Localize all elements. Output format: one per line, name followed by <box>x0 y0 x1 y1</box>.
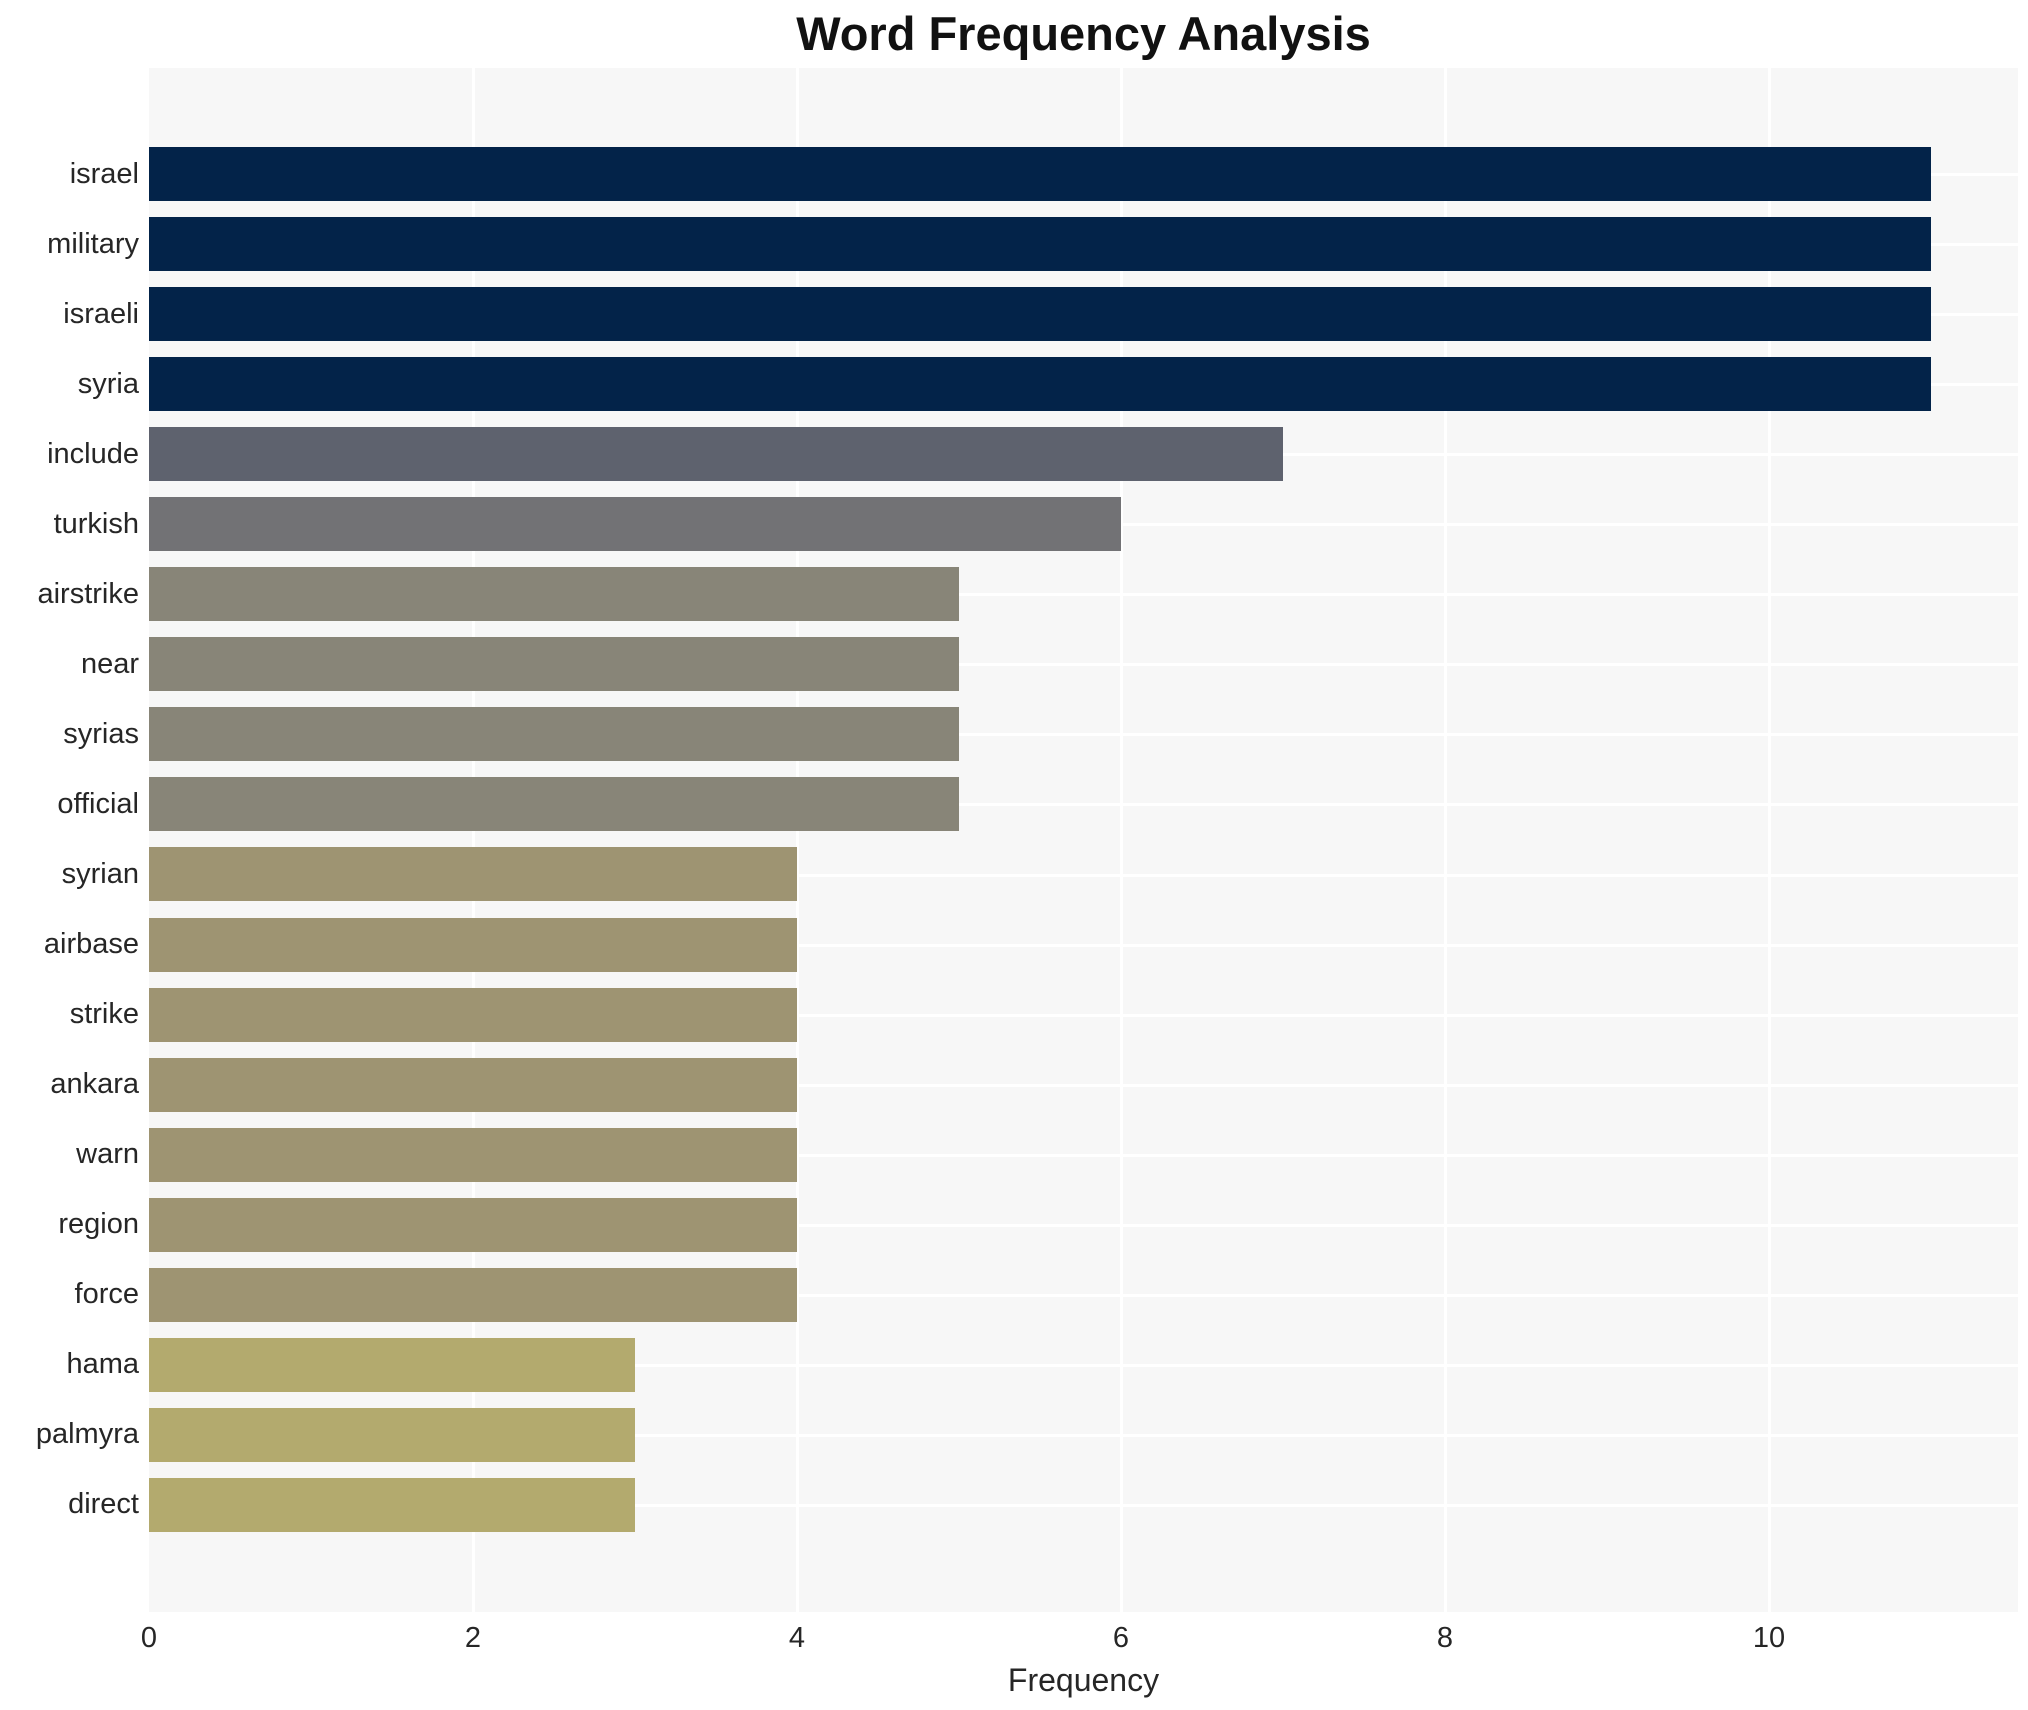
category-label: force <box>74 1278 139 1311</box>
category-label: syrias <box>63 717 139 750</box>
category-label: palmyra <box>35 1418 139 1451</box>
category-label: syria <box>77 367 139 400</box>
bar-row <box>149 1050 2018 1120</box>
bar-israel <box>149 147 1931 202</box>
bar-turkish <box>149 497 1121 552</box>
category-label: israeli <box>63 297 139 330</box>
y-axis-labels: israel military israeli syria include turkish… <box>0 139 139 1540</box>
bar-syria <box>149 357 1931 412</box>
bar-row <box>149 1400 2018 1470</box>
bar-force <box>149 1267 797 1322</box>
bar-syrias <box>149 707 959 762</box>
vertical-gridline <box>472 68 475 1612</box>
plot-area <box>149 68 2018 1612</box>
category-label: region <box>58 1208 139 1241</box>
bar-row <box>149 279 2018 349</box>
x-tick-label: 4 <box>788 1622 806 1654</box>
bar-airstrike <box>149 567 959 622</box>
bar-syrian <box>149 847 797 902</box>
horizontal-gridline <box>149 1153 2018 1157</box>
category-label: syrian <box>61 857 139 890</box>
horizontal-gridline <box>149 1433 2018 1437</box>
bar-official <box>149 777 959 832</box>
horizontal-gridline <box>149 1363 2018 1367</box>
bar-row <box>149 559 2018 629</box>
bar-row <box>149 1260 2018 1330</box>
x-tick-label: 6 <box>1112 1622 1130 1654</box>
bar-row <box>149 769 2018 839</box>
bar-row <box>149 1190 2018 1260</box>
bar-row <box>149 699 2018 769</box>
horizontal-gridline <box>149 663 2018 667</box>
horizontal-gridline <box>149 1013 2018 1017</box>
bar-warn <box>149 1127 797 1182</box>
horizontal-gridline <box>149 943 2018 947</box>
chart-title: Word Frequency Analysis <box>796 7 1371 60</box>
category-label: near <box>80 647 139 680</box>
x-tick-label: 0 <box>140 1622 158 1654</box>
category-label: ankara <box>50 1068 139 1101</box>
bar-palmyra <box>149 1407 635 1462</box>
x-tick-label: 10 <box>1752 1622 1786 1654</box>
horizontal-gridline <box>149 1223 2018 1227</box>
category-label: airstrike <box>37 577 139 610</box>
bar-row <box>149 419 2018 489</box>
bar-row <box>149 1120 2018 1190</box>
category-label: military <box>47 227 139 260</box>
bar-row <box>149 349 2018 419</box>
horizontal-gridline <box>149 1293 2018 1297</box>
category-label: hama <box>66 1348 139 1381</box>
category-label: official <box>57 787 139 820</box>
bar-region <box>149 1197 797 1252</box>
horizontal-gridline <box>149 803 2018 807</box>
bar-row <box>149 489 2018 559</box>
bar-airbase <box>149 917 797 972</box>
bar-direct <box>149 1477 635 1532</box>
bar-row <box>149 1330 2018 1400</box>
category-label: strike <box>69 998 139 1031</box>
category-label: warn <box>76 1138 139 1171</box>
bar-near <box>149 637 959 692</box>
bar-row <box>149 209 2018 279</box>
bar-ankara <box>149 1057 797 1112</box>
bar-row <box>149 980 2018 1050</box>
bar-military <box>149 217 1931 272</box>
bar-israeli <box>149 287 1931 342</box>
category-label: direct <box>68 1488 139 1521</box>
bar-row <box>149 839 2018 909</box>
bar-row <box>149 910 2018 980</box>
category-label: israel <box>69 157 139 190</box>
vertical-gridline <box>1120 68 1123 1612</box>
x-tick-label: 8 <box>1436 1622 1454 1654</box>
horizontal-gridline <box>149 733 2018 737</box>
vertical-gridline <box>1444 68 1447 1612</box>
bar-include <box>149 427 1283 482</box>
x-tick-label: 2 <box>464 1622 482 1654</box>
horizontal-gridline <box>149 593 2018 597</box>
category-label: turkish <box>53 507 139 540</box>
horizontal-gridline <box>149 873 2018 877</box>
bars-container <box>149 139 2018 1540</box>
bar-strike <box>149 987 797 1042</box>
bar-hama <box>149 1337 635 1392</box>
x-axis-title: Frequency <box>1007 1662 1160 1698</box>
category-label: include <box>47 437 139 470</box>
category-label: airbase <box>43 928 139 961</box>
horizontal-gridline <box>149 1503 2018 1507</box>
vertical-gridline <box>1768 68 1771 1612</box>
bar-row <box>149 1470 2018 1540</box>
bar-row <box>149 139 2018 209</box>
horizontal-gridline <box>149 1083 2018 1087</box>
bar-row <box>149 629 2018 699</box>
vertical-gridline <box>796 68 799 1612</box>
